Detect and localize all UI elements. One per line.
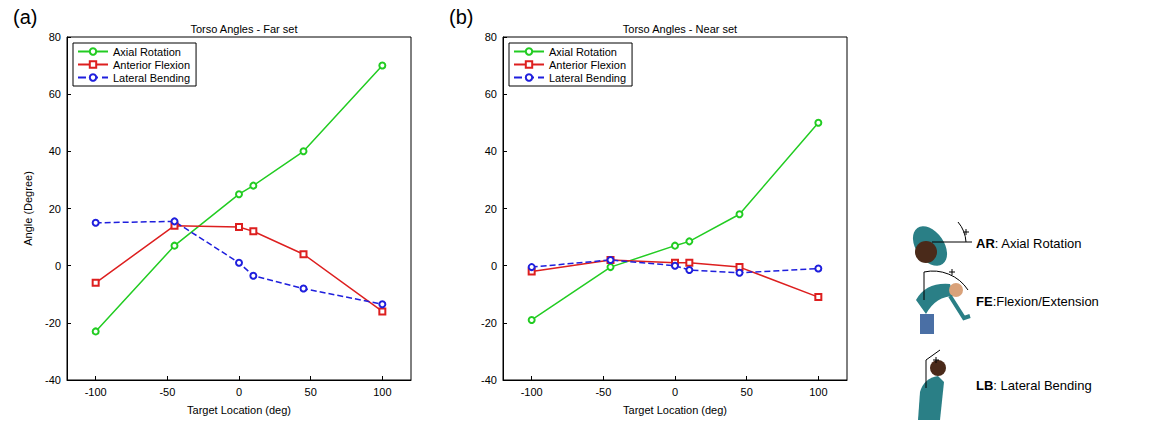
svg-text:40: 40 xyxy=(49,145,61,157)
svg-text:50: 50 xyxy=(305,386,317,398)
svg-text:Target Location (deg): Target Location (deg) xyxy=(623,404,727,416)
svg-text:0: 0 xyxy=(672,386,678,398)
svg-text:0: 0 xyxy=(55,260,61,272)
svg-text:Lateral Bending: Lateral Bending xyxy=(113,72,190,84)
svg-text:-20: -20 xyxy=(481,317,497,329)
svg-text:-100: -100 xyxy=(521,386,543,398)
svg-text:Axial Rotation: Axial Rotation xyxy=(113,46,181,58)
svg-text:-40: -40 xyxy=(481,374,497,386)
svg-text:(a): (a) xyxy=(13,6,37,28)
svg-text:0: 0 xyxy=(491,260,497,272)
svg-text:80: 80 xyxy=(485,31,497,43)
svg-text:50: 50 xyxy=(741,386,753,398)
svg-text:FE:Flexion/Extension: FE:Flexion/Extension xyxy=(976,294,1099,309)
svg-text:100: 100 xyxy=(809,386,827,398)
svg-text:-50: -50 xyxy=(159,386,175,398)
svg-text:(b): (b) xyxy=(449,6,473,28)
svg-text:0: 0 xyxy=(236,386,242,398)
svg-text:Anterior Flexion: Anterior Flexion xyxy=(113,59,190,71)
svg-text:80: 80 xyxy=(49,31,61,43)
svg-text:60: 60 xyxy=(485,88,497,100)
svg-text:-100: -100 xyxy=(85,386,107,398)
svg-text:Axial Rotation: Axial Rotation xyxy=(549,46,617,58)
svg-text:Target Location (deg): Target Location (deg) xyxy=(187,404,291,416)
svg-text:LB: Lateral Bending: LB: Lateral Bending xyxy=(976,378,1092,393)
svg-text:Anterior Flexion: Anterior Flexion xyxy=(549,59,626,71)
svg-text:Torso Angles - Far set: Torso Angles - Far set xyxy=(191,23,298,35)
svg-text:AR: Axial Rotation: AR: Axial Rotation xyxy=(976,236,1082,251)
svg-text:20: 20 xyxy=(49,203,61,215)
svg-text:-50: -50 xyxy=(595,386,611,398)
svg-text:Lateral Bending: Lateral Bending xyxy=(549,72,626,84)
svg-text:Torso Angles - Near set: Torso Angles - Near set xyxy=(623,23,737,35)
svg-text:-20: -20 xyxy=(45,317,61,329)
svg-text:60: 60 xyxy=(49,88,61,100)
svg-text:40: 40 xyxy=(485,145,497,157)
svg-text:20: 20 xyxy=(485,203,497,215)
svg-text:Angle (Degree): Angle (Degree) xyxy=(22,171,34,246)
svg-text:-40: -40 xyxy=(45,374,61,386)
svg-text:100: 100 xyxy=(373,386,391,398)
